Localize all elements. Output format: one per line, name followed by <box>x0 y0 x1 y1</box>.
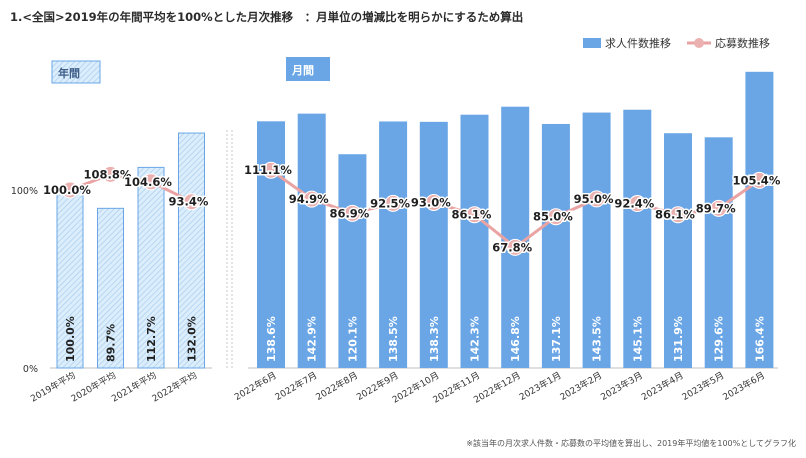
monthly-bar-6 <box>501 106 530 369</box>
annual-point-3 <box>183 193 200 211</box>
monthly-point-0 <box>262 161 280 179</box>
annual-point-label-0: 100.0% <box>43 183 91 197</box>
annual-point-label-1: 108.8% <box>84 167 132 181</box>
monthly-bar-label-6: 146.8% <box>509 316 522 362</box>
legend-bar-label: 求人件数推移 <box>605 36 671 50</box>
panel-label-annual: 年間 <box>51 60 101 84</box>
monthly-bar-9 <box>623 109 652 369</box>
monthly-point-label-8: 95.0% <box>574 192 614 206</box>
monthly-category-label-1: 2022年7月 <box>273 369 319 403</box>
monthly-bar-2 <box>338 154 367 368</box>
monthly-category-label-8: 2023年2月 <box>558 369 604 403</box>
monthly-bar-label-5: 142.3% <box>469 316 482 362</box>
monthly-point-label-11: 89.7% <box>696 201 736 215</box>
annual-bar-label-3: 132.0% <box>186 316 199 362</box>
monthly-bar-7 <box>541 123 570 368</box>
monthly-point-label-9: 92.4% <box>614 197 654 211</box>
monthly-point-label-0: 111.1% <box>244 163 292 177</box>
chart-title: 1.<全国>2019年の年間平均を100%とした月次推移 ：月単位の増減比を明ら… <box>10 10 523 24</box>
monthly-point-12 <box>750 171 768 189</box>
monthly-point-1 <box>303 190 321 208</box>
annual-bar-3 <box>178 132 205 369</box>
monthly-point-label-4: 93.0% <box>411 195 451 209</box>
annual-point-2 <box>142 173 160 191</box>
legend: 求人件数推移 応募数推移 <box>583 36 770 50</box>
monthly-point-label-7: 85.0% <box>533 210 573 224</box>
annual-bar-1 <box>97 207 124 369</box>
monthly-category-label-9: 2023年3月 <box>598 369 644 403</box>
monthly-bar-label-2: 120.1% <box>346 316 359 362</box>
monthly-bar-label-1: 142.9% <box>306 316 319 362</box>
annual-category-label-2: 2021年平均 <box>109 369 158 404</box>
monthly-bar-10 <box>664 133 692 368</box>
monthly-bar-3 <box>379 121 408 368</box>
legend-line-label: 応募数推移 <box>715 36 770 50</box>
annual-category-label-3: 2022年平均 <box>150 369 199 404</box>
monthly-point-11 <box>710 199 728 217</box>
monthly-category-label-11: 2023年5月 <box>680 369 726 403</box>
monthly-bar-1 <box>297 113 326 368</box>
monthly-bar-label-9: 145.1% <box>631 316 644 362</box>
monthly-bar-label-7: 137.1% <box>550 316 563 362</box>
monthly-point-label-3: 92.5% <box>370 196 410 210</box>
y-tick-label-0: 0% <box>23 364 38 375</box>
monthly-point-label-12: 105.4% <box>732 173 780 187</box>
annual-bar-label-1: 89.7% <box>105 324 118 362</box>
annual-applications-line <box>69 172 193 204</box>
monthly-point-label-5: 86.1% <box>452 208 492 222</box>
panel-label-annual-text: 年間 <box>58 66 80 80</box>
monthly-point-6 <box>506 238 524 256</box>
monthly-bar-5 <box>460 114 489 369</box>
monthly-bar-8 <box>582 112 611 368</box>
annual-bar-2 <box>137 166 165 369</box>
footnote: ※該当年の月次求人件数・応募数の平均値を算出し、2019年平均値を100%として… <box>466 438 796 448</box>
monthly-point-8 <box>588 190 606 208</box>
monthly-bar-11 <box>704 137 733 368</box>
panel-label-monthly: 月間 <box>286 57 330 81</box>
monthly-category-label-7: 2023年1月 <box>517 369 563 403</box>
annual-bar-label-0: 100.0% <box>64 316 77 362</box>
monthly-bar-label-8: 143.5% <box>591 316 604 362</box>
legend-bar-swatch <box>583 38 601 48</box>
monthly-category-label-10: 2023年4月 <box>639 369 685 403</box>
annual-point-1 <box>102 165 119 183</box>
annual-bar-label-2: 112.7% <box>145 316 158 362</box>
monthly-point-3 <box>384 194 402 212</box>
monthly-bar-12 <box>745 71 774 369</box>
monthly-category-label-12: 2023年6月 <box>721 369 767 403</box>
monthly-bar-label-11: 129.6% <box>713 316 726 362</box>
annual-point-0 <box>61 181 79 199</box>
monthly-point-2 <box>343 204 361 222</box>
monthly-bar-label-3: 138.5% <box>387 316 400 362</box>
monthly-point-5 <box>466 206 483 224</box>
monthly-bar-4 <box>419 121 448 369</box>
legend-line-marker <box>694 38 704 48</box>
monthly-point-10 <box>669 206 687 224</box>
monthly-point-label-2: 86.9% <box>329 206 369 220</box>
monthly-category-label-2: 2022年8月 <box>314 369 360 403</box>
monthly-point-label-10: 86.1% <box>655 208 695 222</box>
panel-label-monthly-text: 月間 <box>291 64 314 77</box>
line-layer <box>61 161 768 256</box>
annual-point-label-3: 93.4% <box>169 195 209 209</box>
monthly-point-label-1: 94.9% <box>289 192 329 206</box>
monthly-point-7 <box>547 208 565 226</box>
monthly-point-4 <box>425 193 443 211</box>
annual-category-label-1: 2020年平均 <box>69 369 118 404</box>
y-tick-label-1: 100% <box>11 186 38 197</box>
monthly-point-label-6: 67.8% <box>492 240 532 254</box>
monthly-point-9 <box>628 195 646 213</box>
monthly-category-label-0: 2022年6月 <box>232 369 278 403</box>
monthly-bar-label-4: 138.3% <box>428 316 441 362</box>
monthly-bar-label-10: 131.9% <box>672 316 685 362</box>
monthly-bar-label-12: 166.4% <box>753 316 766 362</box>
bars-layer <box>56 71 774 369</box>
annual-point-label-2: 104.6% <box>124 175 172 189</box>
monthly-bar-label-0: 138.6% <box>265 316 278 362</box>
